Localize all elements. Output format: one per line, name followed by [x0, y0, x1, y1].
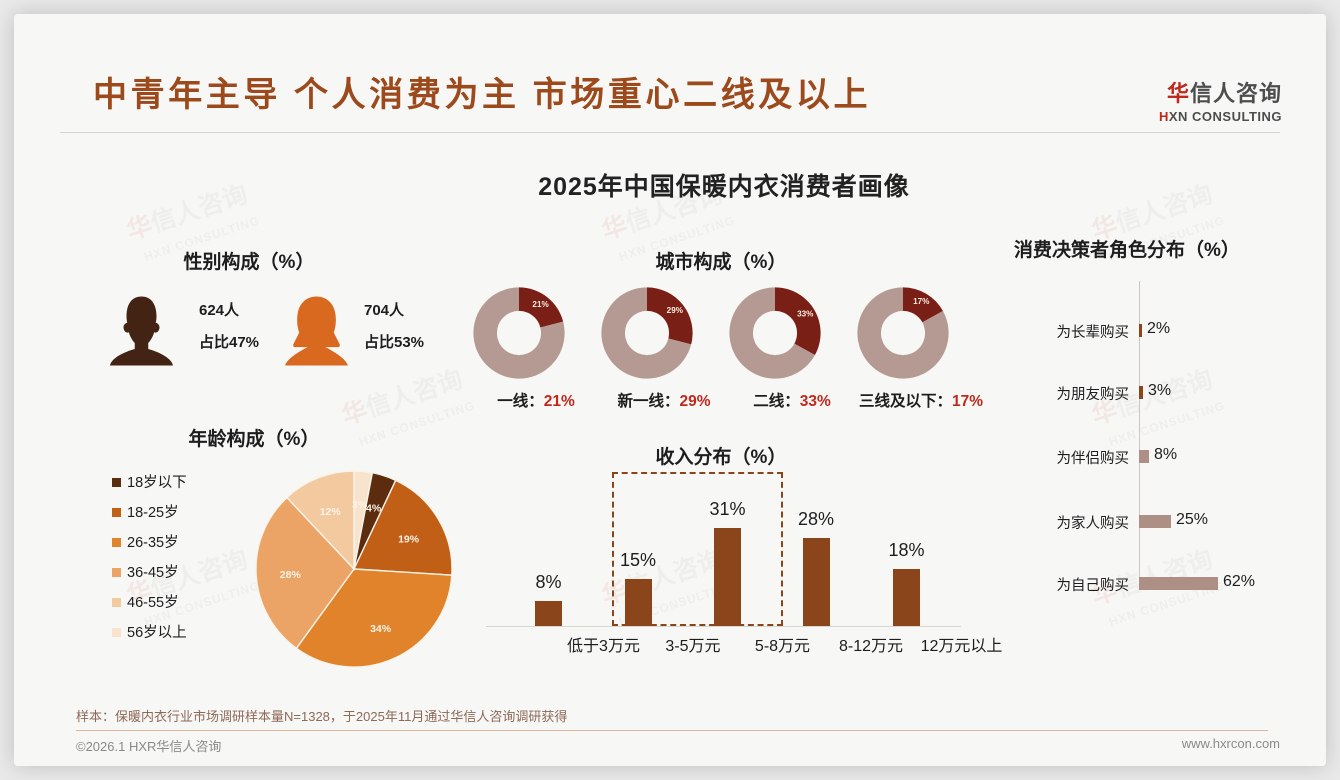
svg-text:34%: 34% [370, 623, 392, 635]
svg-text:21%: 21% [532, 300, 549, 309]
svg-text:4%: 4% [366, 503, 382, 515]
svg-text:19%: 19% [398, 533, 420, 545]
svg-text:17%: 17% [913, 297, 930, 306]
svg-text:12%: 12% [320, 506, 342, 518]
svg-text:29%: 29% [667, 306, 684, 315]
svg-text:28%: 28% [280, 569, 302, 581]
svg-text:华信人咨询: 华信人咨询 [123, 179, 251, 245]
svg-text:33%: 33% [797, 310, 814, 319]
